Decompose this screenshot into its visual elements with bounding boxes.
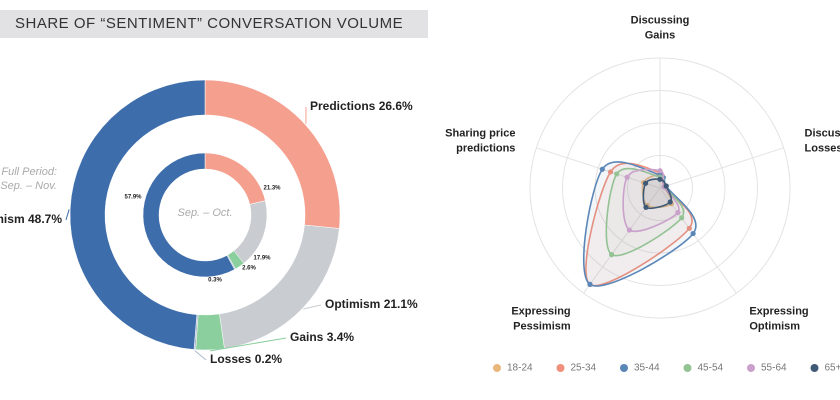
inner-value-label: 57.9% (124, 195, 142, 201)
inner-value-label: 21.3% (263, 186, 281, 192)
axis-label: Discussing (631, 14, 690, 26)
radar-spoke (659, 147, 784, 189)
radar-point (642, 180, 649, 186)
radar-point (675, 209, 681, 216)
legend-label: 65+ (825, 363, 840, 374)
radar-point (643, 204, 649, 210)
legend-marker (747, 364, 755, 372)
radar-point (679, 215, 685, 221)
chart-title: SHARE OF “SENTIMENT” CONVERSATION VOLUME (15, 15, 403, 32)
axis-label: predictions (456, 142, 515, 154)
radar-point (599, 166, 605, 172)
axis-label: Discussing (805, 127, 840, 139)
title-bar (0, 10, 428, 38)
inner-value-label: 17.9% (253, 256, 271, 262)
leader-line (303, 304, 322, 310)
legend-marker (620, 364, 628, 372)
legend-marker (683, 364, 692, 372)
value-label: 3.4% (327, 330, 355, 344)
value-label: 26.6% (379, 99, 413, 113)
radar-point (587, 281, 593, 288)
leader-line (210, 337, 287, 352)
radar-point (607, 169, 614, 175)
radar-point (624, 174, 630, 180)
legend-label: 55-64 (761, 363, 787, 374)
value-label: 0.2% (255, 352, 283, 366)
legend-label: 45-54 (698, 363, 724, 374)
axis-label: Pessimism (513, 320, 571, 332)
radar-point (614, 171, 620, 177)
radar-point (686, 225, 692, 231)
legend-marker (493, 364, 501, 372)
category-name: Gains (290, 330, 324, 344)
inner-value-label: 0.3% (208, 278, 222, 284)
radar-point (609, 252, 615, 258)
donut-segment (69, 79, 206, 350)
ring-label: Full Period: (1, 166, 57, 178)
radar-point (657, 168, 663, 174)
category-name: Optimism (325, 297, 380, 311)
donut-segment (233, 200, 268, 264)
legend-marker (810, 364, 819, 372)
category-name: Pessimism (0, 212, 25, 226)
axis-label: Losses (805, 142, 840, 154)
radar-point (667, 199, 673, 205)
ring-label: Sep. – Nov. (0, 180, 57, 192)
axis-label: Expressing (511, 305, 570, 317)
ring-label: Sep. – Oct. (177, 207, 232, 219)
segment-label: Losses 0.2% (210, 352, 282, 366)
inner-value-label: 2.6% (242, 266, 256, 272)
radar-point (657, 176, 663, 182)
axis-label: Optimism (749, 320, 800, 332)
donut-segment (142, 152, 235, 278)
radar-point (663, 183, 669, 189)
radar-point (690, 230, 696, 237)
axis-label: Gains (645, 29, 676, 41)
donut-segment (204, 152, 266, 205)
segment-label: Gains 3.4% (290, 330, 354, 344)
leader-line (65, 209, 70, 221)
value-label: 21.1% (384, 297, 418, 311)
leader-line (194, 350, 207, 361)
legend-label: 18-24 (507, 363, 533, 374)
segment-label: Pessimism 48.7% (0, 212, 62, 226)
donut-segment (195, 313, 225, 351)
radar-point (626, 227, 633, 233)
legend-label: 25-34 (571, 363, 597, 374)
category-name: Predictions (310, 99, 376, 113)
segment-label: Predictions 26.6% (310, 99, 413, 113)
legend-label: 35-44 (634, 363, 660, 374)
legend-marker (556, 364, 565, 372)
value-label: 48.7% (28, 212, 62, 226)
segment-label: Optimism 21.1% (325, 297, 418, 311)
radar-spoke (536, 147, 661, 189)
category-name: Losses (210, 352, 252, 366)
axis-label: Expressing (749, 305, 808, 317)
axis-label: Sharing price (445, 127, 515, 139)
